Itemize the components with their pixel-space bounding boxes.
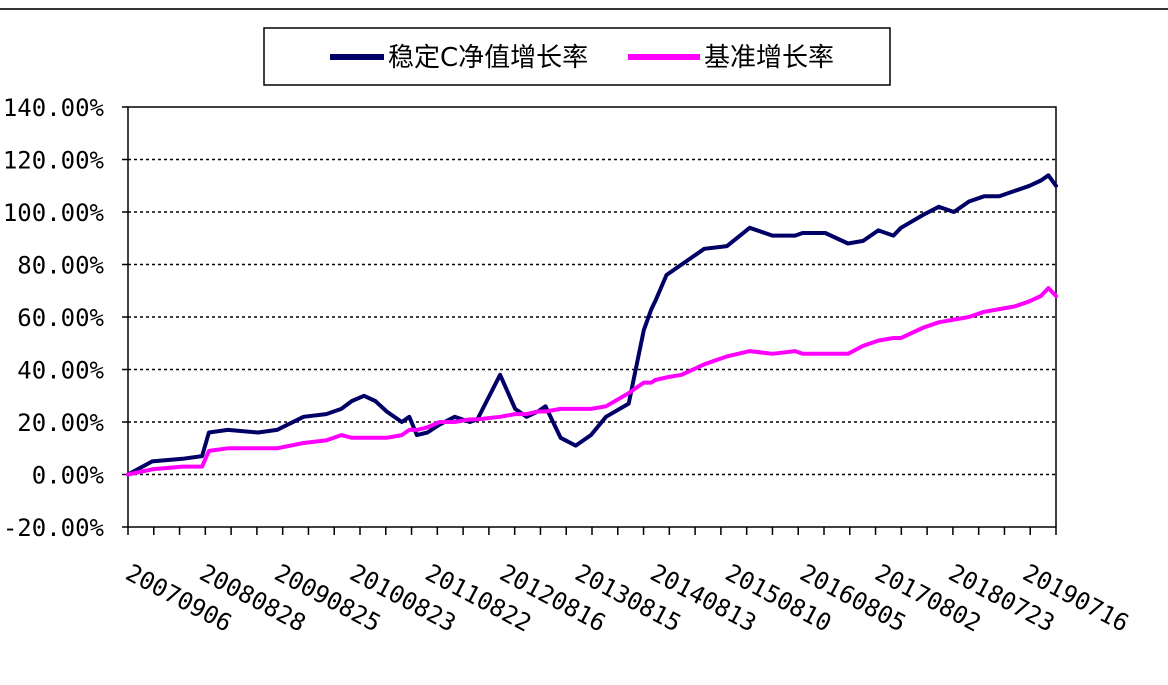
legend: 稳定C净值增长率 基准增长率 [263, 27, 891, 86]
legend-label: 基准增长率 [704, 43, 834, 73]
axes [0, 8, 1168, 535]
y-tick-label: 40.00% [17, 357, 104, 385]
y-tick-label: 0.00% [32, 462, 105, 490]
gridlines [128, 158, 1056, 476]
legend-label: 稳定C净值增长率 [388, 43, 588, 73]
y-tick-label: -20.00% [3, 514, 105, 542]
y-tick-label: 120.00% [3, 147, 105, 175]
y-tick-label: 60.00% [17, 304, 104, 332]
series-line-fund-nav-growth [126, 173, 1058, 477]
y-tick-label: 20.00% [17, 409, 104, 437]
series-line-benchmark-growth [126, 286, 1058, 477]
y-tick-label: 100.00% [3, 199, 105, 227]
series-lines [126, 173, 1058, 477]
y-tick-label: 140.00% [3, 94, 105, 122]
x-axis-tick-labels: 2007090620080828200908252010082320110822… [121, 559, 1133, 638]
y-tick-label: 80.00% [17, 252, 104, 280]
y-axis-tick-labels: 140.00% 120.00% 100.00% 80.00% 60.00% 40.00% 2… [3, 94, 105, 542]
